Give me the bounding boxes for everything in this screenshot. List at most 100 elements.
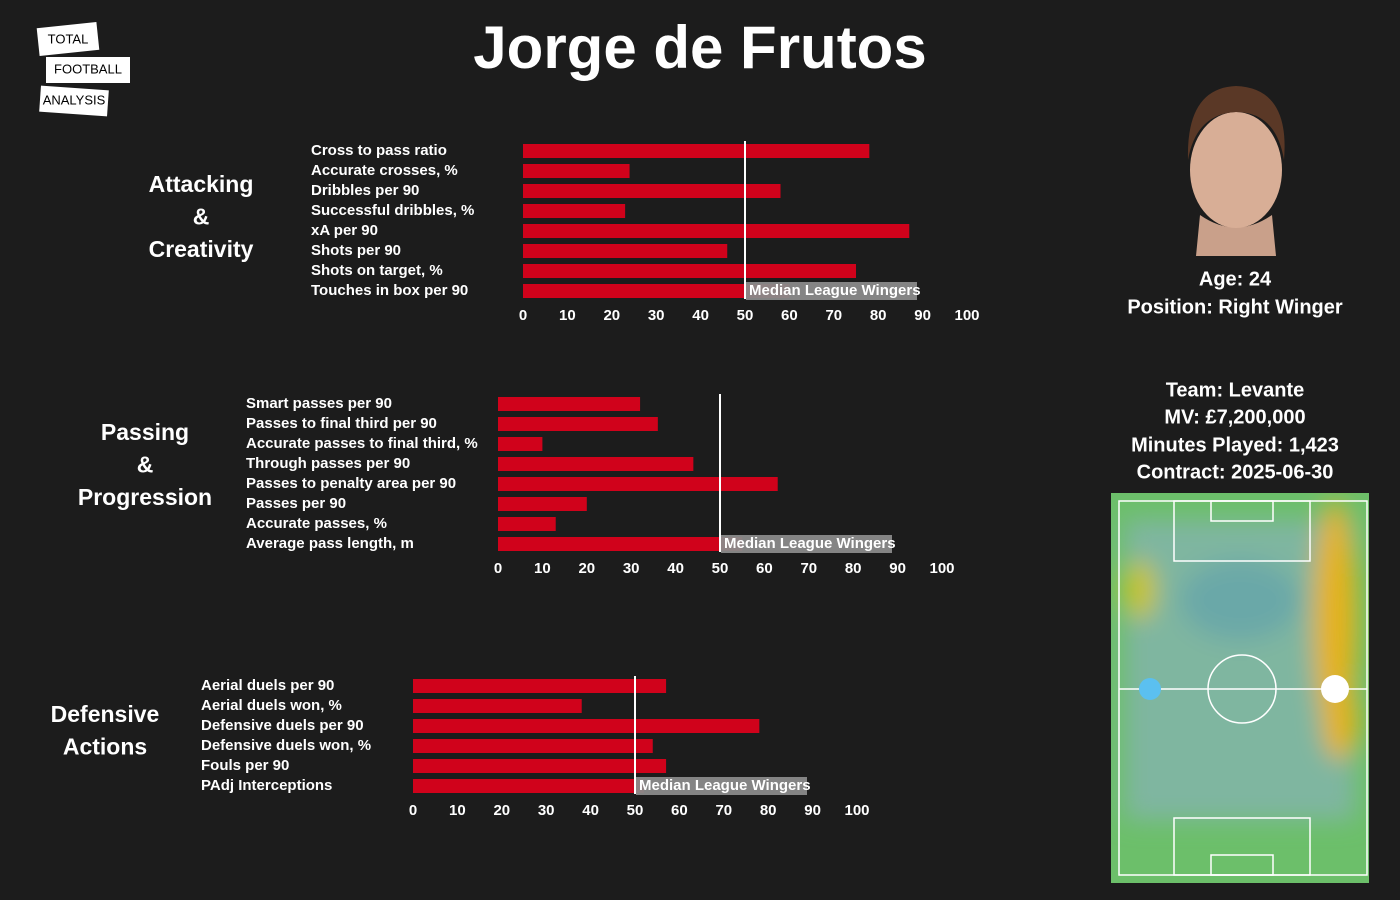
heat-zone	[1313, 500, 1357, 740]
player-photo	[1182, 80, 1288, 256]
bar	[498, 397, 641, 411]
heat-zone	[1124, 560, 1156, 620]
logo-box	[39, 85, 109, 117]
bar	[523, 244, 728, 258]
bar	[523, 184, 781, 198]
x-tick-label: 20	[493, 802, 510, 819]
bar	[523, 284, 790, 298]
section-label: Attacking	[149, 171, 254, 197]
x-tick-label: 20	[578, 560, 595, 577]
player-info: Position: Right Winger	[1127, 296, 1343, 318]
category-label: Defensive duels per 90	[201, 717, 364, 734]
logo-box	[46, 57, 130, 83]
x-tick-label: 0	[409, 802, 417, 819]
bar	[413, 739, 653, 753]
section-label: Actions	[63, 734, 147, 760]
median-label-box	[721, 535, 892, 553]
category-label: Accurate passes, %	[246, 515, 387, 532]
category-label: Touches in box per 90	[311, 282, 468, 299]
category-label: Average pass length, m	[246, 535, 414, 552]
logo-text: TOTAL	[48, 31, 89, 46]
x-tick-label: 10	[449, 802, 466, 819]
x-tick-label: 30	[623, 560, 640, 577]
median-label: Median League Wingers	[639, 777, 811, 794]
bar	[413, 719, 760, 733]
bar	[523, 144, 870, 158]
median-label-box	[636, 777, 807, 795]
x-tick-label: 100	[954, 307, 979, 324]
x-tick-label: 100	[844, 802, 869, 819]
bar	[523, 164, 630, 178]
bar	[498, 537, 743, 551]
bar	[523, 224, 910, 238]
bar	[498, 417, 658, 431]
x-tick-label: 30	[648, 307, 665, 324]
bar	[523, 264, 856, 278]
section-label: &	[137, 452, 154, 478]
x-tick-label: 70	[800, 560, 817, 577]
category-label: Shots on target, %	[311, 262, 443, 279]
x-tick-label: 40	[582, 802, 599, 819]
player-info: Team: Levante	[1166, 379, 1305, 401]
player-info: Age: 24	[1199, 268, 1272, 290]
bar	[413, 759, 667, 773]
heat-zone	[1180, 560, 1300, 640]
x-tick-label: 40	[692, 307, 709, 324]
neck	[1196, 215, 1276, 256]
section-label: Passing	[101, 419, 189, 445]
x-tick-label: 80	[870, 307, 887, 324]
bar	[413, 679, 667, 693]
x-tick-label: 90	[889, 560, 906, 577]
x-tick-label: 90	[914, 307, 931, 324]
logo: TOTAL FOOTBALL ANALYSIS	[36, 21, 130, 117]
logo-box	[36, 21, 100, 57]
bar	[498, 517, 556, 531]
category-label: Accurate crosses, %	[311, 162, 458, 179]
x-tick-label: 100	[929, 560, 954, 577]
bar	[498, 477, 778, 491]
section-label: Progression	[78, 484, 212, 510]
x-tick-label: 90	[804, 802, 821, 819]
section-label: Defensive	[51, 701, 160, 727]
player-info: MV: £7,200,000	[1164, 406, 1305, 428]
bar	[413, 699, 582, 713]
category-label: Aerial duels per 90	[201, 677, 334, 694]
x-tick-label: 10	[559, 307, 576, 324]
x-tick-label: 20	[603, 307, 620, 324]
title: Jorge de Frutos	[473, 14, 926, 81]
pitch-line	[1207, 654, 1277, 724]
category-label: Cross to pass ratio	[311, 142, 447, 159]
category-label: Aerial duels won, %	[201, 697, 342, 714]
x-tick-label: 60	[671, 802, 688, 819]
x-tick-label: 50	[627, 802, 644, 819]
category-label: Passes to penalty area per 90	[246, 475, 456, 492]
x-tick-label: 60	[781, 307, 798, 324]
logo-text: FOOTBALL	[54, 61, 122, 76]
category-label: PAdj Interceptions	[201, 777, 332, 794]
category-label: Shots per 90	[311, 242, 401, 259]
x-tick-label: 60	[756, 560, 773, 577]
hair	[1187, 86, 1285, 160]
x-tick-label: 0	[494, 560, 502, 577]
category-label: Through passes per 90	[246, 455, 410, 472]
face	[1190, 112, 1282, 228]
median-label-box	[746, 282, 917, 300]
x-tick-label: 50	[737, 307, 754, 324]
bar	[523, 204, 626, 218]
category-label: Passes to final third per 90	[246, 415, 437, 432]
category-label: xA per 90	[311, 222, 378, 239]
category-label: Accurate passes to final third, %	[246, 435, 478, 452]
category-label: Passes per 90	[246, 495, 346, 512]
position-dot	[1321, 675, 1349, 703]
section-label: Creativity	[149, 236, 254, 262]
x-tick-label: 30	[538, 802, 555, 819]
category-label: Fouls per 90	[201, 757, 289, 774]
category-label: Defensive duels won, %	[201, 737, 371, 754]
bar	[498, 437, 543, 451]
category-label: Dribbles per 90	[311, 182, 419, 199]
heatmap	[1111, 493, 1369, 883]
bar	[413, 779, 644, 793]
x-tick-label: 10	[534, 560, 551, 577]
x-tick-label: 80	[845, 560, 862, 577]
